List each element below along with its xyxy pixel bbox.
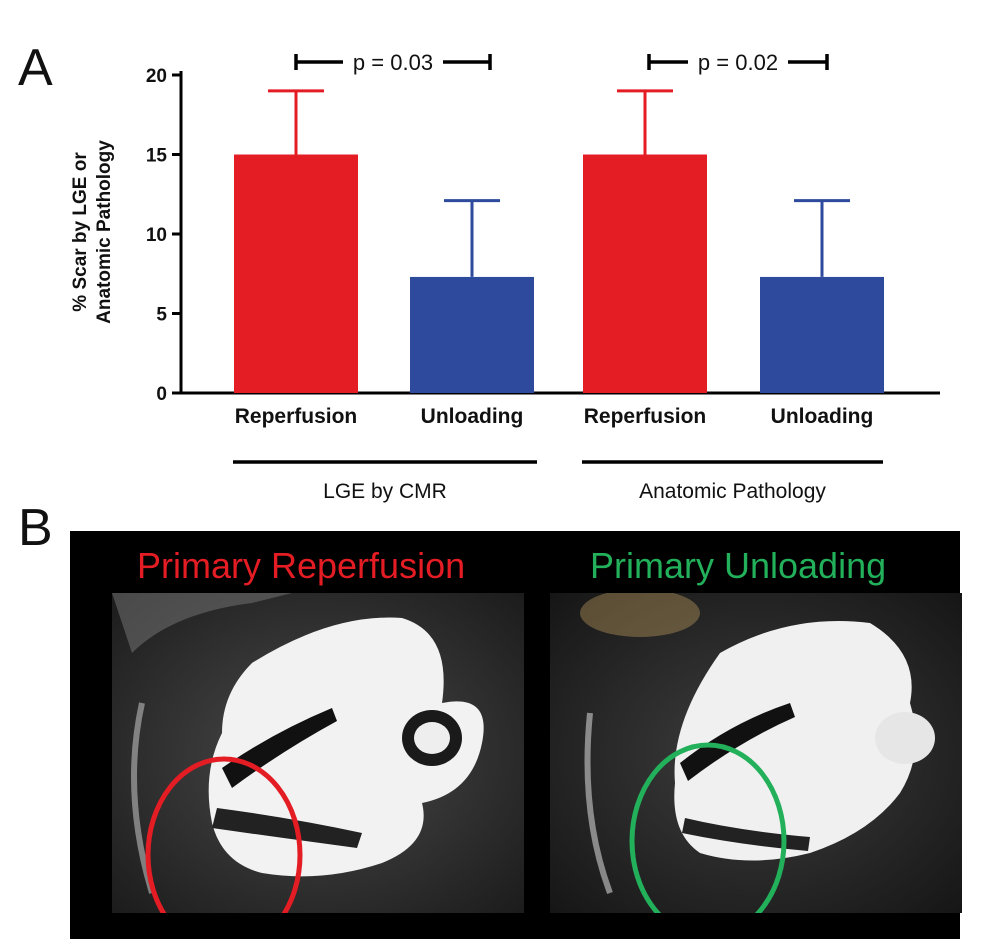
mri-panel: Primary Reperfusion Primary Unloading [70,531,962,939]
mri-image-unloading [550,593,962,913]
y-axis-title-line1: % Scar by LGE or [70,152,91,312]
bar [583,154,707,393]
scar-highlight-ellipse-red [145,756,303,913]
y-tick-label: 10 [146,225,167,246]
x-tick-label: Unloading [421,405,524,428]
y-axis-title: % Scar by LGE or Anatomic Pathology [70,140,115,324]
x-tick-label: Reperfusion [235,405,358,428]
y-tick-label: 20 [146,66,167,87]
group-label: Anatomic Pathology [639,480,826,503]
mri-title-unloading: Primary Unloading [590,545,887,586]
x-tick-label: Reperfusion [584,405,707,428]
group-label: LGE by CMR [323,480,447,503]
panel-label-b: B [18,499,53,557]
p-value-label: p = 0.03 [353,50,433,75]
x-tick-label: Unloading [771,405,874,428]
y-tick-label: 0 [156,384,167,405]
bar [760,276,884,393]
y-axis-title-line2: Anatomic Pathology [94,140,115,324]
bar-chart: % Scar by LGE or Anatomic Pathology 0 5 10… [70,50,940,503]
p-value-label: p = 0.02 [698,50,778,75]
bar [234,154,358,393]
y-tick-label: 15 [146,146,168,167]
scar-highlight-ellipse-green [629,742,787,913]
y-tick-label: 5 [156,305,167,326]
mri-title-reperfusion: Primary Reperfusion [137,545,466,586]
bar [410,276,534,393]
panel-label-a: A [18,39,53,97]
mri-image-reperfusion [112,593,524,913]
